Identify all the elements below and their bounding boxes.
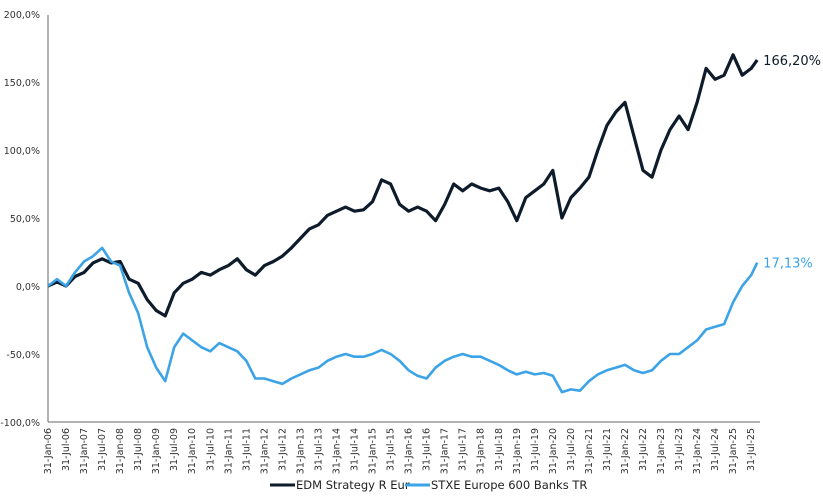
x-tick-label: 31-Jan-17: [440, 428, 451, 474]
y-tick-label: 200,0%: [4, 10, 40, 21]
series-line-stxe: [47, 246, 759, 394]
y-tick-label: -50,0%: [6, 350, 40, 361]
legend-label: EDM Strategy R Eur: [296, 478, 410, 492]
x-tick-label: 31-Jul-09: [169, 428, 180, 471]
x-tick-label: 31-Jan-10: [187, 428, 198, 474]
y-tick-label: -100,0%: [0, 418, 40, 429]
x-tick-label: 31-Jan-11: [223, 428, 234, 474]
x-tick-label: 31-Jan-23: [656, 428, 667, 474]
x-tick-label: 31-Jul-07: [97, 428, 108, 471]
y-tick-label: 50,0%: [10, 214, 40, 225]
x-tick-label: 31-Jan-14: [331, 428, 342, 474]
x-tick-label: 31-Jul-06: [61, 428, 72, 471]
x-tick-label: 31-Jan-06: [43, 428, 54, 474]
x-tick-label: 31-Jul-17: [458, 428, 469, 471]
x-tick-label: 31-Jul-20: [566, 428, 577, 471]
x-tick-label: 31-Jan-07: [79, 428, 90, 474]
x-tick-label: 31-Jul-16: [422, 428, 433, 471]
x-tick-label: 31-Jul-13: [313, 428, 324, 471]
x-tick-label: 31-Jul-14: [350, 428, 361, 471]
x-tick-label: 31-Jan-13: [295, 428, 306, 474]
x-tick-label: 31-Jul-24: [710, 428, 721, 471]
y-tick-label: 150,0%: [4, 78, 40, 89]
x-tick-label: 31-Jan-09: [151, 428, 162, 474]
x-tick-label: 31-Jul-18: [494, 428, 505, 471]
x-tick-label: 31-Jul-11: [241, 428, 252, 471]
y-tick-label: 100,0%: [4, 146, 40, 157]
x-tick-label: 31-Jul-23: [674, 428, 685, 471]
x-tick-label: 31-Jan-25: [728, 428, 739, 474]
x-tick-label: 31-Jan-22: [620, 428, 631, 474]
legend-label: STXE Europe 600 Banks TR: [431, 478, 587, 492]
x-tick-label: 31-Jan-21: [584, 428, 595, 474]
x-tick-label: 31-Jul-22: [638, 428, 649, 471]
x-tick-label: 31-Jan-24: [692, 428, 703, 474]
x-tick-label: 31-Jul-10: [205, 428, 216, 471]
end-value-label: 17,13%: [763, 257, 813, 272]
x-tick-label: 31-Jan-20: [548, 428, 559, 474]
series-line-edm: [47, 53, 759, 318]
y-tick-label: 0,0%: [16, 282, 40, 293]
x-tick-label: 31-Jan-16: [404, 428, 415, 474]
x-tick-label: 31-Jan-19: [512, 428, 523, 474]
x-tick-label: 31-Jul-12: [277, 428, 288, 471]
x-tick-label: 31-Jan-08: [115, 428, 126, 474]
x-tick-label: 31-Jan-15: [368, 428, 379, 474]
x-tick-label: 31-Jul-08: [133, 428, 144, 471]
end-value-label: 166,20%: [763, 54, 821, 69]
x-tick-label: 31-Jul-15: [386, 428, 397, 471]
x-tick-label: 31-Jul-25: [746, 428, 757, 471]
x-tick-label: 31-Jan-18: [476, 428, 487, 474]
x-tick-label: 31-Jul-19: [530, 428, 541, 471]
x-tick-label: 31-Jan-12: [259, 428, 270, 474]
x-tick-label: 31-Jul-21: [602, 428, 613, 471]
